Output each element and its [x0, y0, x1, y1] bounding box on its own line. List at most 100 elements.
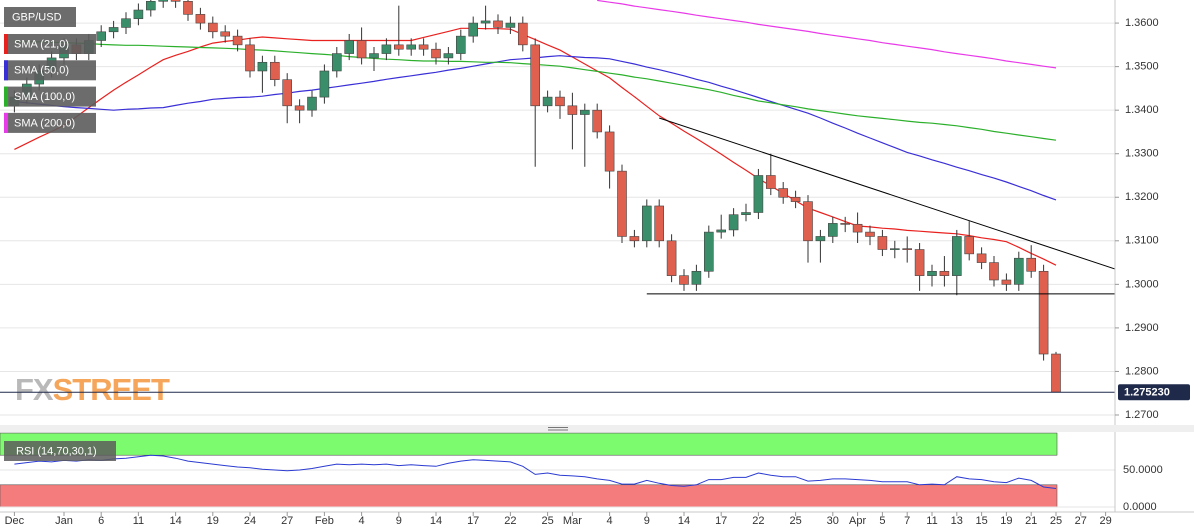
x-tick-label: Jan: [55, 515, 73, 527]
x-tick-label: 19: [1000, 515, 1012, 527]
rsi-tick-label: 0.0000: [1123, 501, 1157, 513]
y-tick-label: 1.2700: [1125, 409, 1159, 421]
candle-body: [307, 96, 317, 111]
y-tick-label: 1.3500: [1125, 61, 1159, 73]
x-tick-label: 5: [879, 515, 885, 527]
candle-body: [989, 262, 999, 281]
candle-body: [517, 22, 528, 46]
legend: GBP/USD SMA (21,0) SMA (50,0) SMA (100,0) S…: [4, 7, 116, 461]
x-tick-label: 17: [715, 515, 727, 527]
candle-body: [331, 53, 342, 72]
candle-body: [679, 275, 689, 285]
candle-body: [406, 44, 417, 50]
candle-body: [852, 223, 863, 233]
candle-body: [1051, 353, 1061, 393]
legend-box: [4, 112, 96, 133]
x-tick-label: 9: [396, 515, 402, 527]
candle-body: [753, 175, 764, 213]
legend-label: SMA (50,0): [14, 65, 69, 77]
candle-body: [319, 70, 330, 98]
candle-body: [877, 236, 888, 250]
candle-body: [964, 236, 975, 255]
candle-body: [418, 44, 429, 50]
candle-body: [617, 170, 627, 237]
candle-body: [158, 0, 168, 2]
candle-body: [1038, 270, 1049, 355]
x-tick-label: 15: [975, 515, 987, 527]
symbol-box: [4, 7, 76, 27]
y-tick-label: 1.2900: [1125, 322, 1159, 334]
x-tick-label: 27: [1075, 515, 1087, 527]
last-price-label: 1.275230: [1124, 387, 1170, 399]
x-tick-label: 19: [207, 515, 219, 527]
x-tick-label: 17: [467, 515, 479, 527]
candle-body: [170, 0, 181, 2]
x-tick-label: 29: [1099, 515, 1111, 527]
rsi-tick-label: 50.0000: [1123, 464, 1163, 476]
candle-body: [294, 105, 305, 111]
candle-body: [778, 188, 789, 198]
candle-body: [443, 53, 454, 59]
x-tick-label: 14: [678, 515, 690, 527]
candle-body: [505, 22, 516, 28]
candle-body: [257, 61, 268, 72]
y-tick-label: 1.3000: [1125, 278, 1159, 290]
x-tick-label: 11: [926, 515, 937, 527]
candle-body: [803, 201, 813, 242]
x-tick-label: 9: [644, 515, 650, 527]
grid: [0, 22, 1115, 416]
candle-body: [840, 223, 851, 225]
candle-body: [195, 14, 206, 24]
rsi-line: [14, 454, 1057, 489]
legend-label: SMA (200,0): [14, 117, 75, 129]
candle-body: [790, 196, 801, 202]
candle-body: [976, 253, 987, 263]
candle-body: [245, 44, 255, 72]
candle-body: [431, 48, 441, 59]
candle-body: [579, 109, 590, 115]
legend-box: [4, 86, 96, 107]
watermark-fx: FX: [15, 372, 54, 407]
x-tick-label: 24: [244, 515, 256, 527]
candle-body: [889, 248, 900, 250]
candle-body: [133, 9, 144, 20]
rsi-pane: [0, 432, 1115, 508]
candle-body: [951, 236, 962, 276]
y-tick-label: 1.3300: [1125, 148, 1159, 160]
candle-body: [468, 22, 479, 37]
candle-body: [691, 270, 702, 285]
trendline: [659, 117, 1115, 270]
x-tick-label: 4: [359, 515, 365, 527]
watermark: FXSTREET: [15, 372, 170, 407]
x-tick-label: 30: [827, 515, 839, 527]
x-tick-label: Mar: [563, 515, 582, 527]
pane-separator: [0, 425, 1194, 432]
candle-body: [542, 96, 553, 107]
candle-body: [208, 22, 218, 33]
rsi-legend-box: [4, 441, 116, 461]
rsi-band: [0, 432, 1058, 456]
x-tick-label: Dec: [5, 515, 25, 527]
y-tick-label: 1.2800: [1125, 365, 1159, 377]
candle-body: [108, 27, 119, 33]
axes: [0, 0, 1194, 516]
candle-body: [604, 131, 615, 172]
candle-body: [480, 20, 491, 24]
candle-body: [369, 53, 379, 59]
x-tick-label: 22: [504, 515, 516, 527]
symbol-label: GBP/USD: [12, 11, 62, 23]
price-pane: [0, 0, 1115, 393]
x-tick-label: 27: [281, 515, 293, 527]
candle-body: [902, 248, 913, 250]
legend-label: SMA (100,0): [14, 91, 75, 103]
candle-body: [344, 40, 355, 54]
candle-body: [827, 223, 838, 237]
candle-body: [703, 231, 714, 272]
legend-swatch: [4, 34, 8, 54]
candle-body: [96, 31, 106, 41]
candle-body: [282, 79, 293, 107]
x-tick-label: 11: [133, 515, 144, 527]
candle-body: [356, 40, 367, 59]
legend-box: [4, 60, 96, 81]
candle-body: [815, 236, 826, 242]
